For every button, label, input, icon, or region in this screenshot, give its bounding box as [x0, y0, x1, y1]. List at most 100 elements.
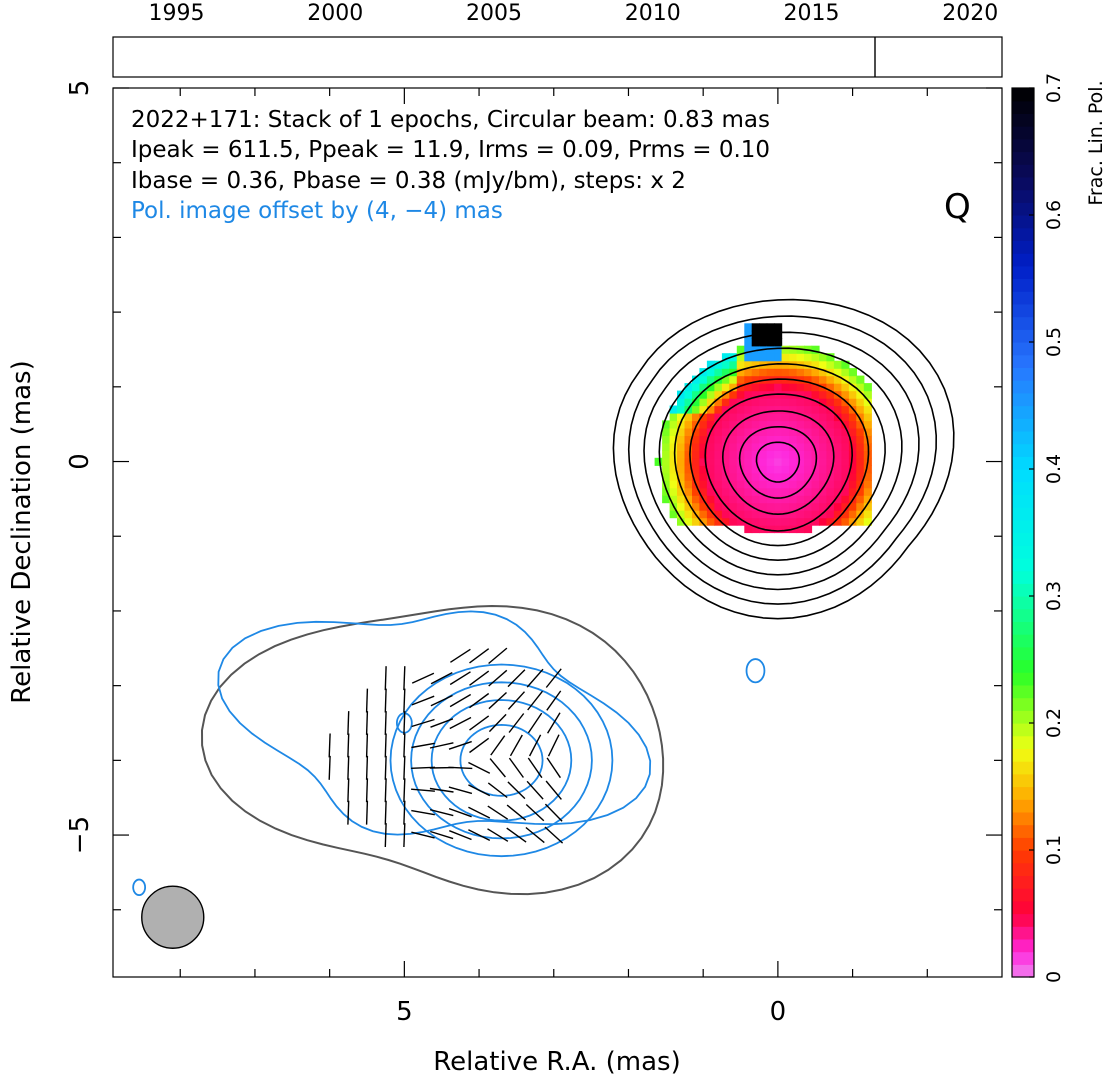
fpol-pixel — [706, 435, 715, 444]
fpol-pixel — [699, 480, 708, 489]
fpol-pixel — [789, 510, 798, 519]
fpol-pixel — [706, 398, 715, 407]
fpol-pixel — [841, 517, 850, 526]
fpol-pixel — [804, 510, 813, 519]
colorbar-step — [1012, 240, 1034, 254]
fpol-pixel — [684, 427, 693, 436]
evpa-tick — [488, 691, 507, 710]
fpol-pixel — [841, 457, 850, 466]
fpol-pixel — [856, 472, 865, 481]
fpol-pixel — [811, 398, 820, 407]
fpol-pixel — [669, 457, 678, 466]
fpol-pixel — [826, 442, 835, 451]
fpol-pixel — [856, 420, 865, 429]
colorbar-step — [1012, 697, 1034, 711]
fpol-pixel — [714, 472, 723, 481]
fpol-pixel — [819, 480, 828, 489]
evpa-tick — [365, 733, 369, 758]
fpol-pixel — [789, 487, 798, 496]
timeline-year-label: 1995 — [149, 1, 205, 26]
fpol-pixel — [744, 465, 753, 474]
fpol-pixel — [677, 390, 686, 399]
fpol-pixel — [699, 390, 708, 399]
p-contour-island — [132, 878, 147, 897]
fpol-pixel — [677, 472, 686, 481]
evpa-tick — [546, 690, 562, 711]
evpa-tick — [411, 695, 435, 706]
fpol-pixel — [744, 368, 753, 377]
evpa-tick — [489, 758, 506, 778]
fpol-pixel — [736, 472, 745, 481]
fpol-pixel — [789, 465, 798, 474]
fpol-pixel — [766, 323, 775, 332]
fpol-pixel — [699, 502, 708, 511]
evpa-tick — [469, 737, 490, 754]
fpol-pixel — [714, 427, 723, 436]
fpol-pixel — [751, 435, 760, 444]
timeline-year-label: 2000 — [307, 1, 363, 26]
i-contour — [673, 362, 886, 562]
colorbar-step — [1012, 354, 1034, 368]
fpol-pixel — [759, 398, 768, 407]
fpol-pixel — [774, 345, 783, 354]
fpol-pixel — [856, 435, 865, 444]
colorbar-step — [1012, 862, 1034, 876]
fpol-pixel — [774, 502, 783, 511]
fpol-pixel — [669, 480, 678, 489]
evpa-tick — [488, 647, 508, 665]
fpol-pixel — [721, 353, 730, 362]
fpol-pixel — [774, 525, 783, 534]
timeline-ticks: 1995 2000 2005 2010 2015 2020 — [149, 1, 998, 77]
fpol-pixel — [863, 405, 872, 414]
fpol-pixel — [863, 465, 872, 474]
fpol-pixel — [833, 450, 842, 459]
colorbar-step — [1012, 621, 1034, 635]
x-axis-label: Relative R.A. (mas) — [433, 1047, 680, 1077]
evpa-tick — [449, 830, 472, 841]
fpol-pixel — [781, 487, 790, 496]
colorbar-step — [1012, 938, 1034, 953]
evpa-tick — [547, 734, 560, 757]
fpol-pixel — [751, 420, 760, 429]
fpol-pixel — [684, 420, 693, 429]
fpol-pixel — [804, 442, 813, 451]
evpa-tick — [487, 828, 509, 842]
evpa-tick — [468, 761, 491, 774]
fpol-pixel — [699, 487, 708, 496]
fpol-pixel — [684, 510, 693, 519]
y-axis-label: Relative Declination (mas) — [7, 360, 37, 703]
fpol-pixel — [669, 487, 678, 496]
y-tick-label: −5 — [65, 816, 95, 854]
evpa-tick — [384, 666, 387, 691]
fpol-pixel — [736, 457, 745, 466]
fpol-pixel — [826, 383, 835, 392]
fpol-pixel — [811, 465, 820, 474]
fpol-pixel — [669, 495, 678, 504]
fpol-pixel — [699, 450, 708, 459]
fpol-pixel — [819, 375, 828, 384]
fpol-pixel — [766, 330, 775, 339]
fpol-pixel — [766, 457, 775, 466]
fpol-pixel — [669, 405, 678, 414]
fpol-pixel — [826, 472, 835, 481]
fpol-pixel — [819, 517, 828, 526]
fpol-pixel — [706, 390, 715, 399]
fpol-pixel — [706, 487, 715, 496]
fpol-pixel — [804, 368, 813, 377]
fpol-pixel — [729, 472, 738, 481]
fpol-pixel — [781, 435, 790, 444]
colorbar-step — [1012, 634, 1034, 648]
fpol-pixel — [744, 487, 753, 496]
fpol-pixel — [781, 360, 790, 369]
fpol-pixel — [721, 383, 730, 392]
fpol-pixel — [819, 450, 828, 459]
fpol-pixel — [841, 442, 850, 451]
fpol-pixel — [796, 450, 805, 459]
fpol-pixel — [744, 480, 753, 489]
y-tick-label: 5 — [65, 80, 95, 97]
evpa-tick — [448, 807, 472, 818]
evpa-tick — [365, 688, 369, 713]
band-label: Q — [944, 187, 971, 227]
fpol-pixel — [729, 390, 738, 399]
fpol-pixel — [729, 442, 738, 451]
